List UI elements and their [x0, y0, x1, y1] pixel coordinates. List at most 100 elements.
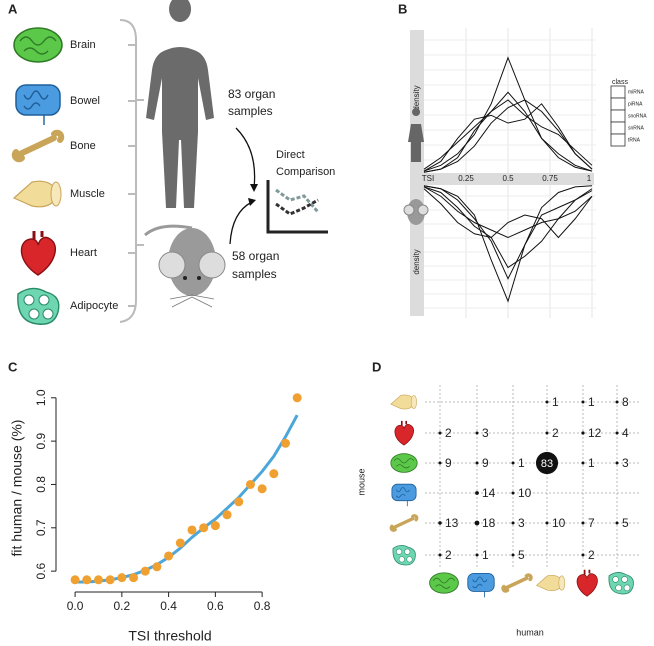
dot-label: 3 — [622, 456, 629, 470]
bone-shape — [389, 514, 419, 532]
dot — [615, 461, 619, 465]
y-tick-label: 0.7 — [34, 519, 48, 536]
human-mini — [408, 108, 424, 162]
point — [269, 469, 279, 479]
point — [281, 438, 291, 448]
icon-muscle — [390, 394, 417, 410]
muscle-end — [410, 395, 417, 409]
icon-brain — [390, 453, 418, 473]
point — [210, 521, 220, 531]
human-sample-label: 83 organ — [228, 87, 275, 101]
point — [129, 573, 139, 583]
dot-label: 10 — [552, 516, 566, 530]
icon-bowel — [391, 483, 417, 507]
adipocyte-cell — [42, 308, 54, 320]
density-line — [423, 56, 593, 172]
mouse-body — [168, 228, 216, 296]
dot-label: 4 — [622, 426, 629, 440]
mouse-sample-label: 58 organ — [232, 249, 279, 263]
muscle-end — [558, 575, 566, 591]
dot — [545, 400, 549, 404]
icon-brain — [13, 27, 63, 63]
organ-label: Bowel — [70, 95, 100, 107]
bowel-shape — [467, 572, 495, 592]
adipocyte-shape — [17, 287, 60, 325]
arrowhead — [250, 184, 258, 192]
point — [152, 562, 162, 572]
adipocyte-cell — [623, 584, 631, 592]
x-tick-label: 0.75 — [542, 174, 558, 183]
density-line — [423, 91, 593, 172]
legend-label: snoRNA — [628, 113, 647, 119]
icon-heart — [20, 231, 57, 276]
point — [187, 525, 197, 535]
mouse-mini-ear — [403, 204, 415, 216]
point — [175, 538, 185, 548]
x-tick-label: 0.2 — [114, 599, 131, 613]
dot-label: 12 — [588, 426, 602, 440]
dot — [475, 461, 479, 465]
dot — [475, 431, 479, 435]
dot — [438, 521, 442, 525]
point — [164, 551, 174, 561]
y-tick-label: 1.0 — [34, 389, 48, 406]
legend-label: piRNA — [628, 101, 643, 107]
bowel-shape — [391, 483, 417, 502]
dot-label: 9 — [482, 456, 489, 470]
dot-label: 1 — [518, 456, 525, 470]
mouse-eye — [183, 276, 187, 280]
arrow — [229, 201, 253, 245]
mouse-sample-label: samples — [232, 267, 277, 281]
icon-heart — [576, 569, 598, 597]
dot — [475, 491, 479, 495]
heart-vessels — [32, 231, 44, 239]
point — [292, 393, 302, 403]
icon-muscle — [12, 180, 62, 208]
density-line — [423, 99, 593, 173]
icon-adipocyte — [392, 544, 416, 566]
x-tick-label: 0.6 — [207, 599, 224, 613]
panel-label: A — [8, 1, 18, 16]
adipocyte-cell — [396, 548, 403, 555]
icon-adipocyte — [608, 572, 634, 595]
x-tick-label: 1 — [587, 174, 592, 183]
legend-key — [610, 109, 626, 123]
dot — [438, 431, 442, 435]
point — [93, 575, 103, 585]
x-tick-label: 0.0 — [67, 599, 84, 613]
dot-label: 1 — [482, 548, 489, 562]
heart-shape — [576, 573, 598, 597]
dot-label: 5 — [622, 516, 629, 530]
icon-muscle — [535, 574, 566, 592]
point — [70, 575, 80, 585]
legend-key — [610, 97, 626, 111]
y-strip — [410, 30, 424, 316]
x-strip — [420, 173, 594, 185]
adipocyte-cell — [398, 556, 405, 563]
y-axis-label: fit human / mouse (%) — [9, 420, 25, 557]
heart-vessels — [400, 420, 408, 426]
dot-label: 13 — [445, 516, 459, 530]
mouse-mini-ear — [417, 204, 429, 216]
legend-title: class — [612, 79, 628, 86]
dot — [545, 431, 549, 435]
point — [105, 575, 115, 585]
density-line — [423, 185, 593, 280]
legend-label: snRNA — [628, 125, 645, 131]
brain-folds — [393, 458, 415, 469]
dot — [438, 553, 442, 557]
panel-label: B — [398, 1, 407, 16]
adipocyte-cell — [38, 294, 50, 306]
comparison-label: Direct — [276, 149, 305, 161]
comparison-line — [275, 188, 320, 213]
comparison-label: Comparison — [276, 166, 335, 178]
y-axis-label: density — [412, 85, 421, 110]
dot-label: 1 — [588, 456, 595, 470]
icon-bowel — [15, 84, 61, 125]
dot — [615, 400, 619, 404]
y-tick-label: 0.6 — [34, 562, 48, 579]
y-axis-label: density — [412, 249, 421, 274]
dot-label: 14 — [482, 486, 496, 500]
density-line — [423, 188, 593, 239]
